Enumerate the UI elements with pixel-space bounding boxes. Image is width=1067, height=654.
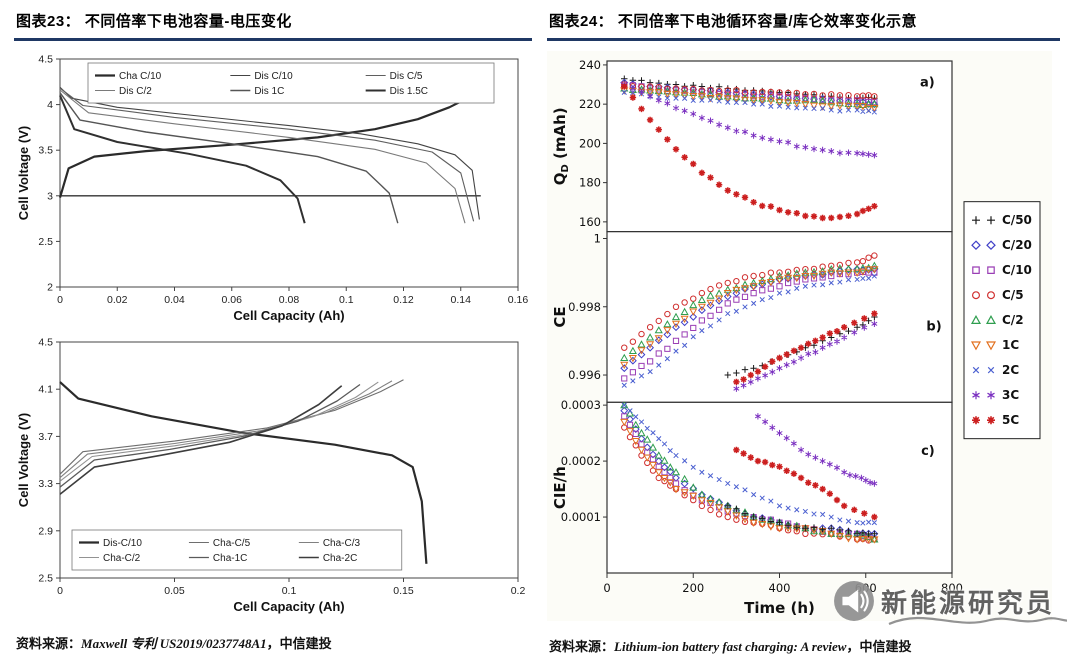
source-prefix: 资料来源： bbox=[16, 636, 82, 651]
svg-text:0.0003: 0.0003 bbox=[561, 398, 601, 412]
svg-text:a): a) bbox=[920, 75, 935, 90]
svg-text:220: 220 bbox=[579, 97, 601, 111]
svg-text:Cha-1C: Cha-1C bbox=[213, 553, 247, 564]
svg-text:Cell Voltage (V): Cell Voltage (V) bbox=[16, 413, 31, 507]
svg-text:0.15: 0.15 bbox=[393, 585, 414, 597]
svg-text:Cell Voltage (V): Cell Voltage (V) bbox=[16, 126, 31, 220]
svg-text:4.5: 4.5 bbox=[38, 54, 53, 66]
svg-text:4.1: 4.1 bbox=[38, 384, 53, 396]
svg-text:3: 3 bbox=[47, 190, 53, 202]
svg-text:Cha-C/5: Cha-C/5 bbox=[213, 538, 251, 549]
svg-text:Dis C/5: Dis C/5 bbox=[390, 71, 423, 82]
source-name: Lithium-ion battery fast charging: A rev… bbox=[614, 639, 847, 654]
svg-text:3.7: 3.7 bbox=[38, 431, 53, 443]
svg-text:0.998: 0.998 bbox=[568, 300, 601, 314]
svg-text:0.05: 0.05 bbox=[164, 585, 185, 597]
figure-24-title: 图表24： 不同倍率下电池循环容量/库仑效率变化示意 bbox=[547, 8, 1060, 41]
svg-text:0: 0 bbox=[57, 294, 63, 306]
svg-text:600: 600 bbox=[855, 581, 877, 595]
figure-24-column: 图表24： 不同倍率下电池循环容量/库仑效率变化示意 160 180 200 220 2… bbox=[547, 8, 1060, 654]
svg-text:2.5: 2.5 bbox=[38, 573, 53, 585]
svg-text:1: 1 bbox=[594, 231, 601, 245]
source-tail: ，中信建投 bbox=[266, 636, 332, 651]
svg-text:Dis C/10: Dis C/10 bbox=[254, 71, 293, 82]
svg-text:Dis-C/10: Dis-C/10 bbox=[103, 538, 142, 549]
svg-text:Cell Capacity (Ah): Cell Capacity (Ah) bbox=[233, 308, 344, 323]
svg-text:4: 4 bbox=[47, 99, 53, 111]
svg-text:0.04: 0.04 bbox=[164, 294, 185, 306]
svg-text:0.2: 0.2 bbox=[511, 585, 526, 597]
figure-23-top-chart-wrap: 0 0.02 0.04 0.06 0.08 0.1 0.12 0.14 0.16 2 2.5 3 3.5… bbox=[14, 51, 532, 332]
capacity-voltage-chart-top: 0 0.02 0.04 0.06 0.08 0.1 0.12 0.14 0.16 2 2.5 3 3.5… bbox=[16, 54, 529, 324]
svg-text:0.1: 0.1 bbox=[339, 294, 354, 306]
svg-text:Time (h): Time (h) bbox=[744, 599, 815, 617]
svg-text:400: 400 bbox=[769, 581, 791, 595]
svg-text:b): b) bbox=[926, 320, 941, 335]
svg-text:5C: 5C bbox=[1002, 413, 1019, 427]
svg-text:0.02: 0.02 bbox=[107, 294, 128, 306]
svg-text:Cha-C/3: Cha-C/3 bbox=[323, 538, 361, 549]
svg-text:200: 200 bbox=[682, 581, 704, 595]
svg-text:3C: 3C bbox=[1002, 388, 1019, 402]
svg-text:C/10: C/10 bbox=[1002, 263, 1032, 277]
figure-24-source-caption: 资料来源：Lithium-ion battery fast charging: … bbox=[547, 634, 1060, 654]
svg-text:0.0001: 0.0001 bbox=[561, 510, 601, 524]
figure-23-title: 图表23： 不同倍率下电池容量-电压变化 bbox=[14, 8, 532, 41]
svg-text:QD (mAh): QD (mAh) bbox=[551, 107, 571, 185]
svg-text:C/5: C/5 bbox=[1002, 288, 1024, 302]
figure-23-column: 图表23： 不同倍率下电池容量-电压变化 0 0.02 0.04 0.06 0.08 0.… bbox=[14, 8, 532, 654]
figure-23-source-caption: 资料来源：Maxwell 专利 US2019/0237748A1，中信建投 bbox=[14, 631, 532, 654]
svg-text:0: 0 bbox=[57, 585, 63, 597]
svg-text:3.5: 3.5 bbox=[38, 145, 53, 157]
svg-text:2.9: 2.9 bbox=[38, 525, 53, 537]
svg-text:Dis 1C: Dis 1C bbox=[254, 86, 284, 97]
svg-text:2: 2 bbox=[47, 282, 53, 294]
svg-text:CE: CE bbox=[551, 306, 569, 327]
svg-text:2.5: 2.5 bbox=[38, 236, 53, 248]
svg-text:C/50: C/50 bbox=[1002, 213, 1032, 227]
svg-text:0.1: 0.1 bbox=[282, 585, 297, 597]
svg-text:Dis C/2: Dis C/2 bbox=[119, 86, 152, 97]
svg-text:Cha C/10: Cha C/10 bbox=[119, 71, 162, 82]
svg-text:1C: 1C bbox=[1002, 338, 1019, 352]
svg-text:0.996: 0.996 bbox=[568, 368, 601, 382]
svg-text:0.14: 0.14 bbox=[451, 294, 472, 306]
svg-text:0.12: 0.12 bbox=[393, 294, 414, 306]
svg-text:240: 240 bbox=[579, 58, 601, 72]
svg-text:4.5: 4.5 bbox=[38, 337, 53, 349]
svg-text:0: 0 bbox=[603, 581, 610, 595]
svg-text:2C: 2C bbox=[1002, 363, 1019, 377]
figure-24-chart-wrap: 160 180 200 220 240 QD (mAh) a) 0.996 0.998 1 CE b)… bbox=[547, 51, 1060, 626]
figure-23-bottom-chart-wrap: 0 0.05 0.1 0.15 0.2 2.5 2.9 3.3 3.7 4.1 4.5 Cell Ca… bbox=[14, 334, 532, 623]
svg-text:0.16: 0.16 bbox=[508, 294, 529, 306]
svg-text:Cell Capacity (Ah): Cell Capacity (Ah) bbox=[233, 599, 344, 614]
svg-text:c): c) bbox=[921, 444, 935, 459]
svg-text:Dis 1.5C: Dis 1.5C bbox=[390, 86, 428, 97]
svg-text:3.3: 3.3 bbox=[38, 478, 53, 490]
svg-text:0.06: 0.06 bbox=[222, 294, 243, 306]
capacity-voltage-chart-bottom: 0 0.05 0.1 0.15 0.2 2.5 2.9 3.3 3.7 4.1 4.5 Cell Ca… bbox=[16, 337, 526, 615]
svg-text:180: 180 bbox=[579, 176, 601, 190]
svg-text:160: 160 bbox=[579, 215, 601, 229]
source-tail: ，中信建投 bbox=[846, 639, 912, 654]
svg-text:200: 200 bbox=[579, 136, 601, 150]
cycle-capacity-ce-chart: 160 180 200 220 240 QD (mAh) a) 0.996 0.998 1 CE b)… bbox=[547, 51, 1052, 621]
svg-text:Cha-2C: Cha-2C bbox=[323, 553, 357, 564]
svg-text:C/2: C/2 bbox=[1002, 313, 1024, 327]
svg-text:800: 800 bbox=[941, 581, 963, 595]
svg-text:0.08: 0.08 bbox=[279, 294, 300, 306]
svg-text:C/20: C/20 bbox=[1002, 238, 1032, 252]
source-prefix: 资料来源： bbox=[549, 639, 615, 654]
source-name: Maxwell 专利 US2019/0237748A1 bbox=[81, 636, 267, 651]
svg-text:Cha-C/2: Cha-C/2 bbox=[103, 553, 141, 564]
svg-text:0.0002: 0.0002 bbox=[561, 454, 601, 468]
svg-text:CIE/h: CIE/h bbox=[551, 466, 569, 509]
